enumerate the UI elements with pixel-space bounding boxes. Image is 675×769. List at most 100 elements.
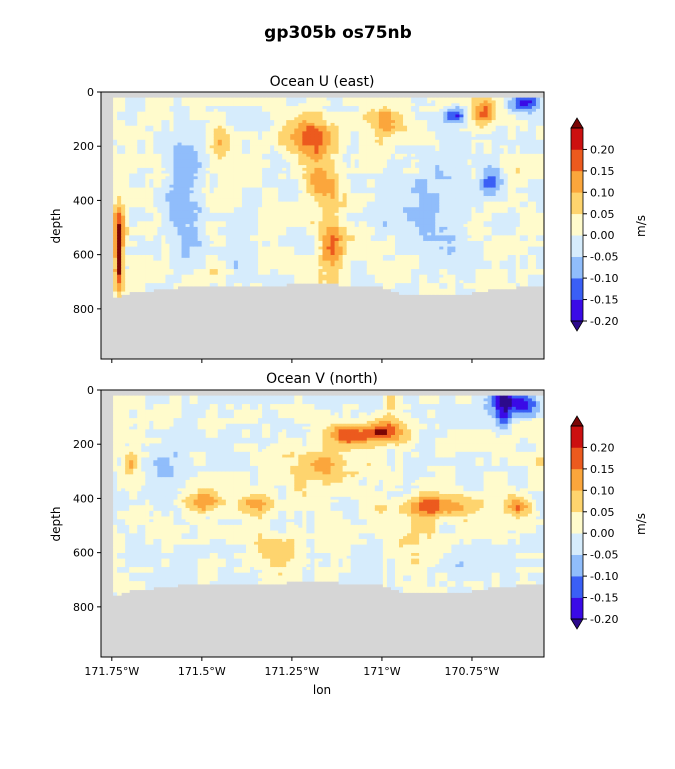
contour-cell: [165, 165, 170, 169]
contour-cell: [205, 153, 211, 158]
contour-cell: [217, 193, 223, 197]
contour-cell: [121, 195, 126, 200]
contour-cell: [378, 134, 384, 138]
contour-cell: [157, 269, 162, 273]
contour-cell: [286, 198, 291, 203]
contour-cell: [310, 184, 315, 189]
contour-cell: [117, 243, 122, 248]
contour-cell: [407, 255, 412, 259]
contour-cell: [153, 263, 158, 267]
contour-cell: [274, 246, 279, 250]
contour-cell: [270, 269, 275, 273]
contour-cell: [350, 263, 356, 267]
contour-cell: [125, 285, 130, 290]
contour-cell: [403, 122, 408, 127]
contour-cell: [378, 283, 384, 287]
contour-cell: [117, 167, 122, 172]
contour-cell: [250, 162, 255, 166]
contour-cell: [233, 145, 239, 149]
contour-cell: [294, 224, 299, 228]
contour-cell: [298, 148, 303, 152]
contour-cell: [334, 226, 340, 231]
contour-cell: [145, 100, 150, 104]
contour-cell: [177, 159, 183, 163]
contour-cell: [233, 238, 239, 242]
contour-cell: [370, 187, 376, 191]
contour-cell: [394, 153, 400, 158]
contour-cell: [338, 277, 344, 281]
contour-cell: [346, 210, 352, 214]
contour-cell: [326, 207, 332, 211]
contour-cell: [302, 240, 307, 245]
contour-cell: [399, 156, 404, 160]
contour-cell: [298, 246, 303, 250]
contour-cell: [286, 207, 291, 211]
contour-cell: [342, 173, 348, 177]
contour-cell: [314, 134, 319, 138]
contour-cell: [390, 153, 396, 158]
contour-cell: [189, 145, 195, 149]
contour-cell: [274, 117, 279, 121]
contour-cell: [370, 207, 376, 211]
contour-cell: [298, 108, 303, 113]
contour-cell: [318, 221, 323, 225]
contour-cell: [326, 235, 332, 239]
contour-cell: [250, 229, 255, 234]
contour-cell: [129, 108, 134, 113]
contour-cell: [350, 108, 356, 113]
contour-cell: [145, 260, 150, 264]
contour-cell: [378, 274, 384, 278]
contour-cell: [382, 210, 388, 214]
contour-cell: [386, 167, 392, 172]
contour-cell: [354, 176, 360, 180]
contour-cell: [330, 176, 336, 180]
contour-cell: [113, 280, 118, 284]
contour-cell: [334, 224, 340, 228]
contour-cell: [374, 283, 380, 287]
contour-cell: [278, 114, 283, 118]
contour-cell: [366, 134, 372, 138]
contour-cell: [270, 218, 275, 222]
contour-cell: [145, 103, 150, 107]
contour-cell: [157, 280, 162, 284]
contour-cell: [362, 187, 368, 191]
contour-cell: [350, 193, 356, 197]
contour-cell: [129, 162, 134, 166]
contour-cell: [157, 176, 162, 180]
contour-cell: [201, 120, 207, 124]
contour-cell: [241, 277, 247, 281]
contour-cell: [149, 224, 154, 228]
contour-cell: [370, 212, 376, 217]
contour-cell: [125, 156, 130, 160]
contour-cell: [310, 246, 315, 250]
contour-cell: [161, 128, 166, 132]
contour-cell: [403, 285, 408, 290]
contour-cell: [121, 257, 126, 262]
contour-cell: [209, 120, 215, 124]
contour-cell: [125, 108, 130, 113]
contour-cell: [225, 162, 231, 166]
contour-cell: [229, 145, 235, 149]
contour-cell: [346, 238, 352, 242]
contour-cell: [322, 190, 328, 194]
contour-cell: [165, 114, 170, 118]
contour-cell: [177, 176, 183, 180]
contour-cell: [338, 271, 344, 276]
contour-cell: [374, 181, 380, 186]
contour-cell: [366, 176, 372, 180]
contour-cell: [141, 288, 146, 293]
contour-cell: [165, 111, 170, 115]
contour-cell: [177, 148, 183, 152]
contour-cell: [374, 252, 380, 256]
contour-cell: [274, 159, 279, 163]
contour-cell: [346, 106, 352, 110]
contour-cell: [141, 257, 146, 262]
contour-cell: [165, 260, 170, 264]
contour-cell: [294, 252, 299, 256]
contour-cell: [237, 184, 243, 189]
contour-cell: [229, 224, 235, 228]
contour-cell: [358, 153, 364, 158]
contour-cell: [386, 148, 392, 152]
contour-cell: [290, 238, 295, 242]
contour-cell: [229, 165, 235, 169]
